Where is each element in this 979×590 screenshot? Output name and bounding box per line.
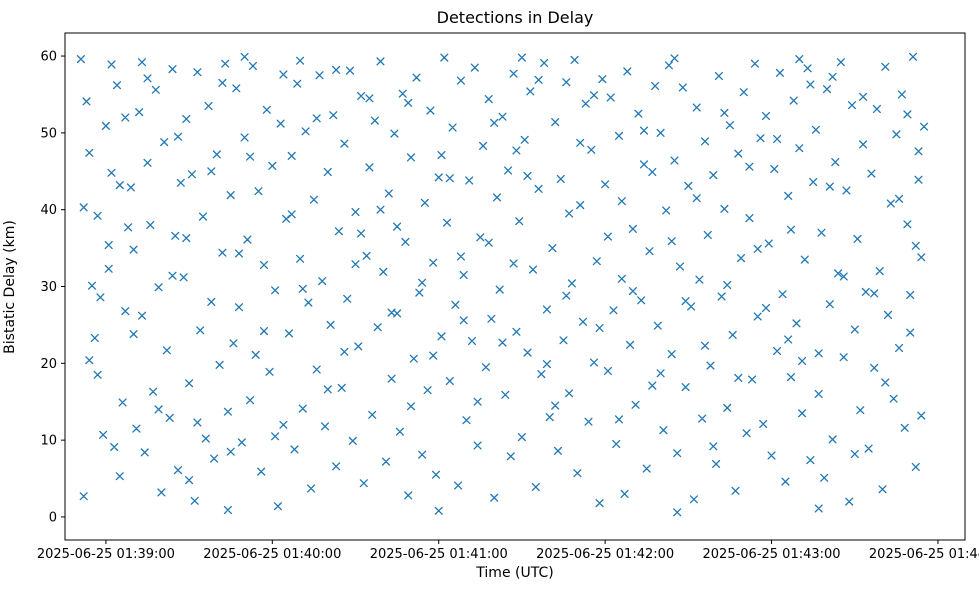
y-tick-label: 10	[40, 434, 57, 449]
y-tick-label: 40	[40, 203, 57, 218]
x-tick-label: 2025-06-25 01:43:00	[703, 547, 841, 562]
x-tick-label: 2025-06-25 01:39:00	[37, 547, 175, 562]
x-tick-label: 2025-06-25 01:42:00	[536, 547, 674, 562]
x-tick-label: 2025-06-25 01:41:00	[370, 547, 508, 562]
y-tick-label: 30	[40, 280, 57, 295]
y-tick-label: 0	[49, 510, 57, 525]
axes-spines	[64, 32, 966, 541]
chart-title: Detections in Delay	[436, 8, 594, 27]
x-tick-label: 2025-06-25 01:40:00	[203, 547, 341, 562]
y-tick-label: 60	[40, 50, 57, 65]
y-tick-label: 20	[40, 357, 57, 372]
y-tick-label: 50	[40, 126, 57, 141]
x-tick-label: 2025-06-25 01:44:00	[869, 547, 979, 562]
x-axis-label: Time (UTC)	[476, 565, 554, 581]
y-axis-label: Bistatic Delay (km)	[2, 220, 18, 354]
scatter-points	[76, 52, 929, 517]
